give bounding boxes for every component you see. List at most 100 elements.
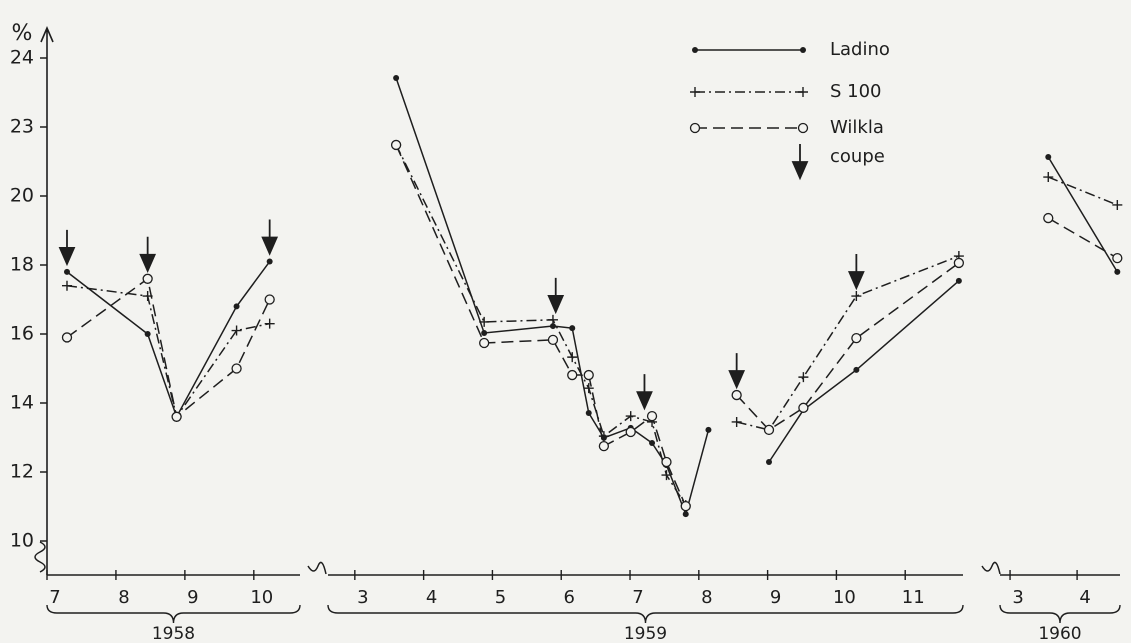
series-line <box>66 261 271 419</box>
marker <box>583 369 594 381</box>
marker <box>851 332 862 344</box>
marker <box>1112 252 1123 264</box>
cut-arrow <box>261 219 279 256</box>
y-tick-label: 12 <box>10 461 34 483</box>
year-brace <box>999 604 1121 624</box>
marker <box>661 470 672 481</box>
legend-label: Ladino <box>830 39 890 60</box>
marker <box>569 325 576 332</box>
y-tick-label: 24 <box>10 47 34 69</box>
y-tick-label: 16 <box>10 323 34 345</box>
y-tick-label: 18 <box>10 254 34 276</box>
marker <box>479 316 490 327</box>
y-tick-label: 10 <box>10 530 34 552</box>
marker <box>479 337 490 349</box>
cut-arrow <box>728 353 746 390</box>
marker <box>1114 268 1121 275</box>
marker <box>61 280 72 291</box>
x-tick-label: 10 <box>833 587 856 608</box>
marker <box>481 329 488 336</box>
marker <box>731 389 742 401</box>
cut-arrow <box>547 277 565 315</box>
marker <box>547 334 559 346</box>
year-brace <box>327 604 964 624</box>
marker <box>763 424 775 436</box>
marker <box>680 501 691 512</box>
series-line <box>66 277 271 419</box>
marker <box>142 273 153 284</box>
marker <box>682 511 689 518</box>
marker <box>598 431 609 442</box>
marker <box>264 294 275 305</box>
series-line <box>1047 156 1118 273</box>
marker <box>264 318 275 329</box>
series-line <box>395 144 960 507</box>
marker <box>625 426 636 438</box>
marker <box>142 291 153 302</box>
marker <box>393 75 400 82</box>
marker <box>1045 154 1052 161</box>
legend-marker <box>689 122 701 134</box>
marker <box>583 383 594 394</box>
x-tick-label: 6 <box>563 587 574 608</box>
marker <box>63 268 70 275</box>
marker <box>798 402 809 413</box>
marker <box>649 440 656 447</box>
x-tick-label: 4 <box>1079 587 1090 608</box>
marker <box>955 277 962 284</box>
legend-marker <box>690 87 700 97</box>
legend-label: S 100 <box>830 81 882 102</box>
marker <box>585 410 592 417</box>
x-tick-label: 9 <box>770 587 781 608</box>
marker <box>625 411 636 422</box>
marker <box>61 332 73 343</box>
series-line <box>395 77 960 517</box>
cut-arrow <box>58 229 76 267</box>
marker <box>233 303 240 310</box>
x-tick-label: 7 <box>632 587 643 608</box>
legend-label: coupe <box>830 146 885 167</box>
x-tick-label: 3 <box>1012 587 1023 608</box>
marker <box>646 410 658 422</box>
marker <box>266 258 273 265</box>
axis-break <box>307 561 1001 575</box>
x-tick-label: 3 <box>357 587 368 608</box>
marker <box>765 458 772 465</box>
marker <box>171 411 182 422</box>
series-line <box>1047 176 1118 206</box>
marker <box>731 416 742 427</box>
marker <box>661 456 672 468</box>
y-tick-label: 20 <box>10 185 34 207</box>
marker <box>231 325 242 336</box>
marker <box>798 372 809 383</box>
marker <box>705 426 712 433</box>
y-tick-label: 23 <box>10 116 34 138</box>
y-axis <box>40 25 54 575</box>
x-tick-label: 4 <box>426 587 437 608</box>
marker <box>851 291 862 302</box>
legend-arrow <box>791 144 809 181</box>
legend-marker <box>692 47 698 53</box>
marker <box>144 331 151 337</box>
y-tick-label: 14 <box>10 392 34 414</box>
legend-marker <box>798 87 808 97</box>
x-tick-label: 7 <box>49 587 60 608</box>
x-tick-label: 9 <box>187 587 198 608</box>
marker <box>390 139 402 151</box>
x-tick-label: 10 <box>250 587 273 608</box>
marker <box>231 363 242 374</box>
x-tick-label: 11 <box>902 587 925 608</box>
axis-break <box>34 541 46 573</box>
cut-arrow <box>139 236 157 274</box>
marker <box>549 323 556 330</box>
y-unit: % <box>12 21 33 46</box>
cut-arrow <box>847 254 865 291</box>
year-label: 1958 <box>152 624 195 643</box>
marker <box>1112 199 1123 210</box>
marker <box>953 257 965 269</box>
x-tick-label: 5 <box>495 587 506 608</box>
x-tick-label: 8 <box>118 587 129 608</box>
marker <box>598 440 610 452</box>
